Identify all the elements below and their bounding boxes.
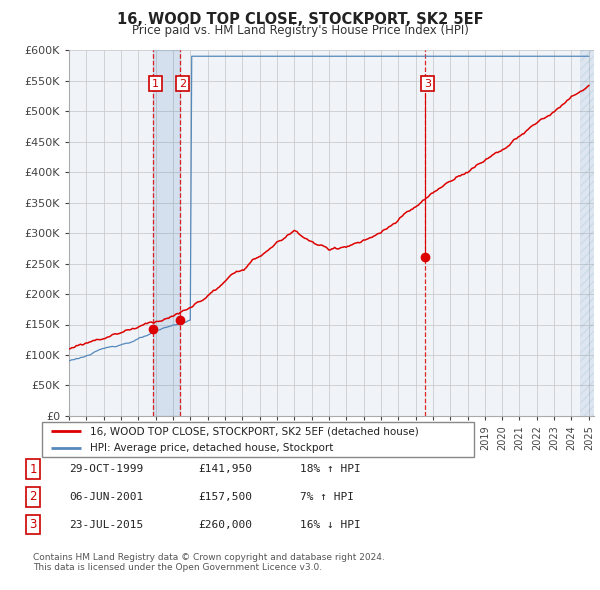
Bar <box>580 50 594 416</box>
Text: 16, WOOD TOP CLOSE, STOCKPORT, SK2 5EF: 16, WOOD TOP CLOSE, STOCKPORT, SK2 5EF <box>116 12 484 27</box>
Text: 2: 2 <box>179 78 187 88</box>
Text: 16, WOOD TOP CLOSE, STOCKPORT, SK2 5EF (detached house): 16, WOOD TOP CLOSE, STOCKPORT, SK2 5EF (… <box>89 427 418 437</box>
Text: 23-JUL-2015: 23-JUL-2015 <box>69 520 143 529</box>
Text: 1: 1 <box>29 463 37 476</box>
FancyBboxPatch shape <box>42 422 474 457</box>
Text: This data is licensed under the Open Government Licence v3.0.: This data is licensed under the Open Gov… <box>33 563 322 572</box>
Text: 16% ↓ HPI: 16% ↓ HPI <box>300 520 361 529</box>
Text: Price paid vs. HM Land Registry's House Price Index (HPI): Price paid vs. HM Land Registry's House … <box>131 24 469 37</box>
Text: 29-OCT-1999: 29-OCT-1999 <box>69 464 143 474</box>
Text: Contains HM Land Registry data © Crown copyright and database right 2024.: Contains HM Land Registry data © Crown c… <box>33 553 385 562</box>
Text: £141,950: £141,950 <box>198 464 252 474</box>
Text: £157,500: £157,500 <box>198 492 252 502</box>
Text: 06-JUN-2001: 06-JUN-2001 <box>69 492 143 502</box>
Text: 2: 2 <box>29 490 37 503</box>
Text: 3: 3 <box>424 78 431 88</box>
Text: 1: 1 <box>152 78 159 88</box>
Text: 7% ↑ HPI: 7% ↑ HPI <box>300 492 354 502</box>
Text: £260,000: £260,000 <box>198 520 252 529</box>
Bar <box>152 50 180 416</box>
Text: HPI: Average price, detached house, Stockport: HPI: Average price, detached house, Stoc… <box>89 442 333 453</box>
Text: 18% ↑ HPI: 18% ↑ HPI <box>300 464 361 474</box>
Text: 3: 3 <box>29 518 37 531</box>
